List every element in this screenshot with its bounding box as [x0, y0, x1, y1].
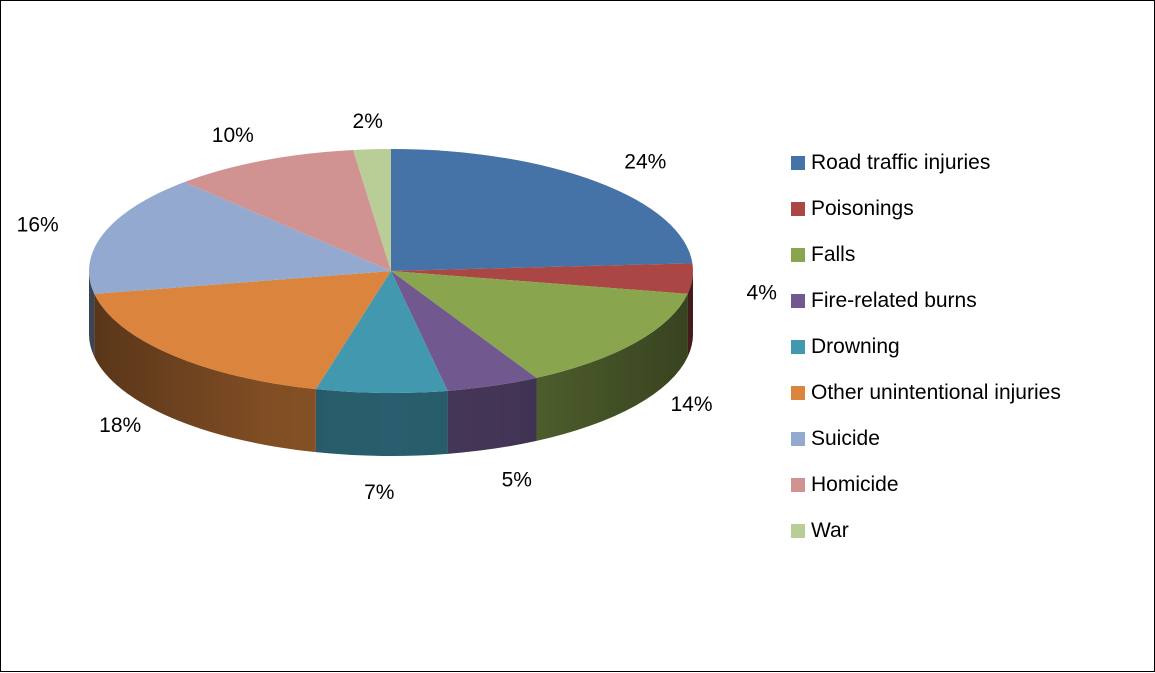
chart-legend: Road traffic injuries Poisonings Falls Fire… [791, 140, 1061, 554]
legend-swatch [791, 386, 805, 400]
legend-item-drowning: Drowning [791, 324, 1061, 370]
pie-slice-other-unintentional-injuries [94, 271, 392, 390]
legend-swatch [791, 202, 805, 216]
data-label-drowning: 7% [364, 481, 394, 504]
pie-slice-homicide [184, 149, 391, 271]
pie-slice-suicide [88, 182, 391, 294]
legend-item-war: War [791, 508, 1061, 554]
data-label-falls: 14% [670, 393, 712, 416]
data-label-war: 2% [353, 110, 383, 133]
pie-sides [89, 271, 693, 456]
legend-label: Falls [811, 243, 856, 266]
data-label-suicide: 16% [17, 214, 59, 237]
legend-item-road-traffic-injuries: Road traffic injuries [791, 140, 1061, 186]
pie-slice-fire-related-burns [391, 271, 537, 391]
data-label-poisonings: 4% [747, 281, 777, 304]
data-label-homicide: 10% [212, 124, 254, 147]
data-label-other-unintentional-injuries: 18% [99, 414, 141, 437]
pie-slice-falls [391, 271, 688, 378]
pie-slices [88, 149, 693, 393]
legend-swatch [791, 340, 805, 354]
legend-label: Poisonings [811, 197, 914, 220]
legend-label: Road traffic injuries [811, 151, 991, 174]
pie-slice-drowning [315, 271, 448, 393]
pie-slice-war [353, 149, 391, 271]
data-labels: 24% 4% 14% 5% 7% 18% 16% 10% 2% [17, 110, 777, 504]
legend-swatch [791, 432, 805, 446]
data-label-road-traffic-injuries: 24% [624, 151, 666, 174]
legend-swatch [791, 294, 805, 308]
pie-side-shade-falls [536, 293, 688, 441]
legend-label: Fire-related burns [811, 289, 977, 312]
data-label-fire-related-burns: 5% [502, 469, 532, 492]
legend-item-suicide: Suicide [791, 416, 1061, 462]
legend-label: Other unintentional injuries [811, 381, 1061, 404]
legend-item-other-unintentional-injuries: Other unintentional injuries [791, 370, 1061, 416]
pie-side-shade-suicide [89, 271, 95, 357]
pie-side-shade-drowning [315, 389, 448, 456]
pie-side-shade-fire-related-burns [447, 377, 537, 454]
legend-item-fire-related-burns: Fire-related burns [791, 278, 1061, 324]
pie-slice-poisonings [391, 263, 693, 294]
legend-item-falls: Falls [791, 232, 1061, 278]
legend-swatch [791, 248, 805, 262]
legend-label: Drowning [811, 335, 900, 358]
pie-side-shade-other-unintentional-injuries [94, 293, 316, 453]
legend-label: War [811, 519, 849, 542]
legend-swatch [791, 524, 805, 538]
legend-label: Suicide [811, 427, 880, 450]
legend-swatch [791, 156, 805, 170]
pie-side-shade-poisonings [687, 271, 693, 357]
legend-label: Homicide [811, 473, 899, 496]
legend-item-poisonings: Poisonings [791, 186, 1061, 232]
pie-slice-road-traffic-injuries [391, 149, 693, 271]
legend-swatch [791, 478, 805, 492]
legend-item-homicide: Homicide [791, 462, 1061, 508]
